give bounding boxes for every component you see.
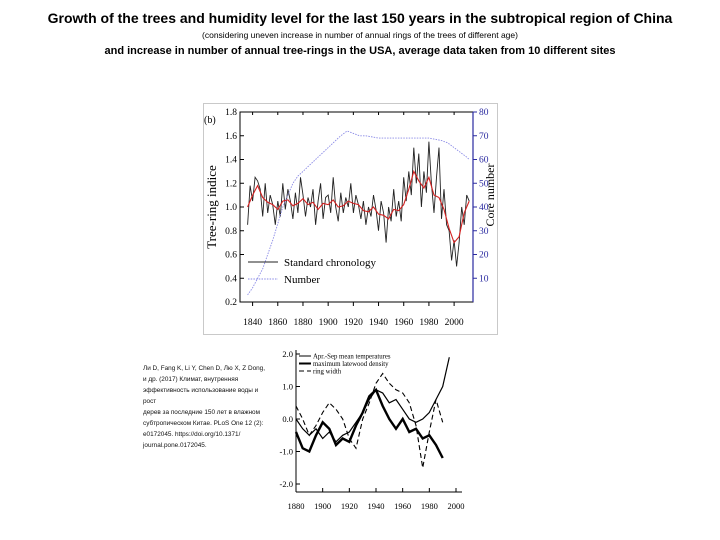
x-tick-label: 1960	[394, 318, 413, 328]
citation-line: e0172045. https://doi.org/10.1371/	[143, 431, 241, 438]
citation-line: journal.pone.0172045.	[143, 442, 207, 449]
y2-axis-label: Core number	[483, 164, 497, 227]
y-tick-label: 1.8	[225, 108, 237, 118]
x-tick-label: 2000	[445, 318, 464, 328]
citation: Ли D, Fang K, Li Y, Chen D, Лю X, Z Dong…	[143, 363, 268, 451]
x-tick-label: 1980	[421, 501, 438, 511]
tree-ring-chart: 0.2 0.4 0.6 0.8 1.0 1.2 1.4 1.6 1.8 10 20 30 40 50 60 7…	[203, 103, 498, 335]
y-tick-label: 1.0	[225, 203, 237, 213]
y-tick-label: 0.6	[225, 251, 237, 261]
y2-tick-label: 40	[479, 203, 489, 213]
y-tick-label: -1.0	[280, 447, 293, 457]
citation-line: эффективность использование воды и рост	[143, 387, 259, 405]
citation-line: субтропическом Китае. PLoS One 12 (2):	[143, 420, 264, 427]
legend-label-chronology: Standard chronology	[284, 257, 376, 269]
y-tick-label: 0.2	[225, 298, 237, 308]
legend-label: Apr.-Sep mean temperatures	[313, 354, 391, 361]
x-tick-label: 1940	[368, 501, 385, 511]
x-tick-label: 2000	[448, 501, 465, 511]
legend-label-number: Number	[284, 274, 320, 286]
citation-line: и др. (2017) Климат, внутренняя	[143, 376, 239, 383]
y-tick-label: 1.4	[225, 156, 237, 166]
figure-border	[203, 103, 498, 335]
y-tick-label: 0.4	[225, 274, 237, 284]
series-smoothed	[247, 169, 470, 244]
series-latewood-density	[294, 387, 444, 459]
y2-tick-label: 30	[479, 227, 489, 237]
legend-label: ring width	[313, 369, 342, 376]
series-ring-width	[295, 372, 444, 468]
x-tick-label: 1900	[314, 501, 331, 511]
legend-label: maximum latewood density	[313, 361, 389, 368]
y2-tick-label: 70	[479, 132, 489, 142]
citation-line: Ли D, Fang K, Li Y, Chen D, Лю X, Z Dong…	[143, 365, 266, 372]
page-title-2: and increase in number of annual tree-ri…	[104, 45, 616, 57]
x-tick-label: 1960	[394, 501, 411, 511]
y-axis-label: Tree-ring indice	[204, 165, 219, 249]
y-tick-label: 1.2	[225, 179, 237, 189]
x-tick-label: 1880	[293, 318, 312, 328]
y-tick-label: 1.0	[282, 382, 293, 392]
y2-tick-label: 10	[479, 274, 489, 284]
y-tick-label: 0.0	[282, 414, 293, 424]
x-tick-label: 1940	[369, 318, 388, 328]
x-tick-label: 1860	[268, 318, 287, 328]
y2-tick-label: 50	[479, 179, 489, 189]
x-tick-label: 1920	[341, 501, 358, 511]
citation-line: дерев за последние 150 лет в влажном	[143, 409, 260, 416]
page-title: Growth of the trees and humidity level f…	[47, 10, 673, 26]
usa-tree-ring-chart: 2.0 1.0 0.0 -1.0 -2.0 1880 1900 1920 1940 1960 198…	[280, 349, 465, 511]
series-core-number	[247, 130, 470, 296]
y-tick-label: -2.0	[280, 479, 293, 489]
y-tick-label: 1.6	[225, 132, 237, 142]
y2-tick-label: 20	[479, 251, 489, 261]
x-tick-label: 1840	[243, 318, 262, 328]
x-tick-label: 1900	[319, 318, 338, 328]
y2-tick-label: 80	[479, 108, 489, 118]
page-subtitle: (considering uneven increase in number o…	[202, 30, 518, 40]
x-tick-label: 1880	[288, 501, 305, 511]
y-tick-label: 0.8	[225, 227, 237, 237]
y-tick-label: 2.0	[282, 349, 293, 359]
panel-label: (b)	[204, 115, 216, 126]
y2-tick-label: 60	[479, 156, 489, 166]
x-tick-label: 1980	[419, 318, 438, 328]
x-tick-label: 1920	[344, 318, 363, 328]
